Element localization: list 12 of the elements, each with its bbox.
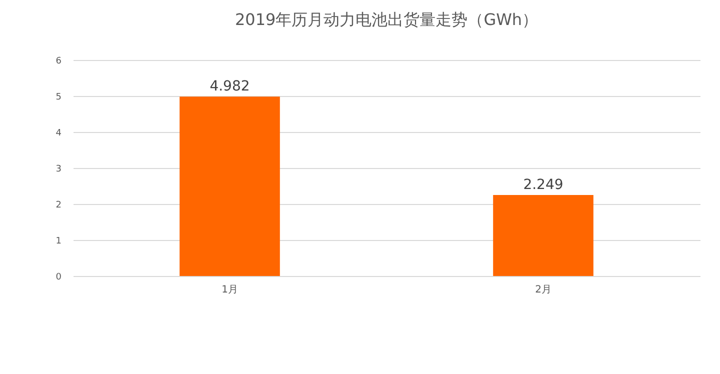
y-tick-label: 5: [56, 92, 62, 102]
y-tick-label: 1: [56, 236, 62, 246]
x-tick-label: 2月: [535, 284, 552, 296]
y-tick-label: 6: [56, 56, 62, 66]
y-tick-label: 3: [56, 164, 62, 174]
y-tick-label: 0: [56, 272, 62, 282]
chart-title: 2019年历月动力电池出货量走势（GWh）: [234, 10, 538, 29]
data-label: 4.982: [210, 78, 250, 95]
y-tick-label: 4: [56, 128, 62, 138]
y-tick-label: 2: [56, 200, 62, 210]
data-label: 2.249: [523, 177, 564, 194]
x-tick-label: 1月: [222, 284, 238, 296]
